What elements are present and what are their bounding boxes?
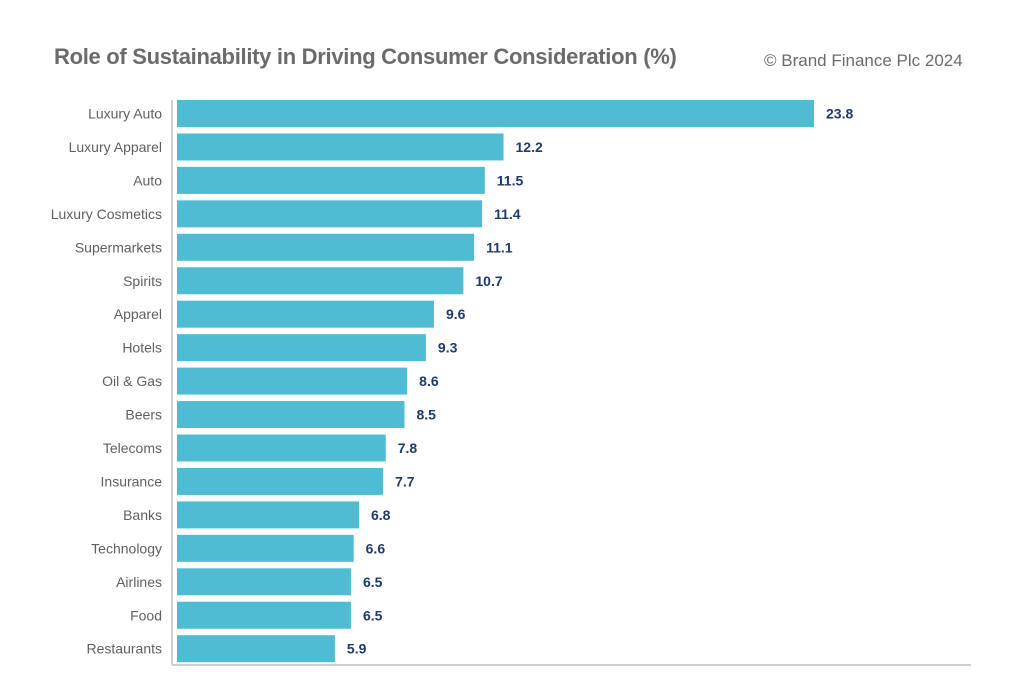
category-label: Technology [91, 540, 162, 556]
value-label: 9.3 [438, 340, 458, 356]
category-label: Telecoms [103, 440, 162, 456]
bar-restaurants [177, 635, 335, 663]
bar-airlines [177, 568, 351, 596]
value-label: 11.1 [486, 239, 513, 255]
bar-luxury-cosmetics [177, 200, 483, 228]
bar-banks [177, 501, 359, 529]
bar-food [177, 601, 351, 629]
category-label: Luxury Cosmetics [51, 206, 162, 222]
category-label: Oil & Gas [102, 373, 162, 389]
value-label: 5.9 [347, 641, 367, 657]
chart-title: Role of Sustainability in Driving Consum… [54, 44, 677, 69]
bar-oil-gas [177, 367, 408, 395]
category-label: Banks [123, 507, 162, 523]
value-label: 6.6 [366, 540, 386, 556]
value-label: 12.2 [516, 139, 543, 155]
category-label: Auto [133, 172, 162, 188]
value-label: 11.4 [494, 206, 521, 222]
value-label: 6.5 [363, 574, 383, 590]
bar-auto [177, 166, 485, 194]
category-label: Apparel [114, 306, 162, 322]
value-label: 6.8 [371, 507, 391, 523]
category-label: Food [130, 607, 162, 623]
value-label: 9.6 [446, 306, 466, 322]
bar-insurance [177, 467, 384, 495]
bar-apparel [177, 300, 434, 328]
bar-beers [177, 401, 405, 429]
category-label: Airlines [116, 574, 162, 590]
bar-hotels [177, 334, 426, 362]
bar-luxury-apparel [177, 133, 504, 161]
category-label: Spirits [123, 273, 162, 289]
bar-technology [177, 534, 354, 562]
bar-telecoms [177, 434, 386, 462]
value-label: 6.5 [363, 607, 383, 623]
category-label: Supermarkets [75, 239, 162, 255]
category-label: Beers [125, 407, 162, 423]
copyright-credit: © Brand Finance Plc 2024 [764, 51, 963, 70]
bar-supermarkets [177, 233, 475, 261]
bar-luxury-auto [177, 100, 814, 127]
value-label: 10.7 [475, 273, 502, 289]
value-label: 8.5 [417, 407, 437, 423]
value-label: 11.5 [497, 172, 524, 188]
category-label: Luxury Auto [88, 106, 162, 122]
value-label: 7.7 [395, 473, 415, 489]
category-label: Luxury Apparel [69, 139, 162, 155]
value-label: 23.8 [826, 106, 853, 122]
category-label: Hotels [122, 340, 162, 356]
value-label: 8.6 [419, 373, 439, 389]
category-label: Insurance [101, 473, 163, 489]
value-label: 7.8 [398, 440, 418, 456]
bar-spirits [177, 267, 464, 295]
category-label: Restaurants [87, 641, 162, 657]
